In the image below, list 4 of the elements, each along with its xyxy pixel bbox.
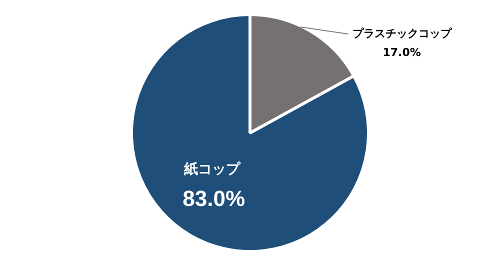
slice-label: プラスチックコップ [352, 26, 452, 40]
data-label: 83.0% [182, 186, 246, 212]
slice-label: 紙コップ [182, 160, 241, 178]
data-label: 17.0% [382, 46, 421, 59]
